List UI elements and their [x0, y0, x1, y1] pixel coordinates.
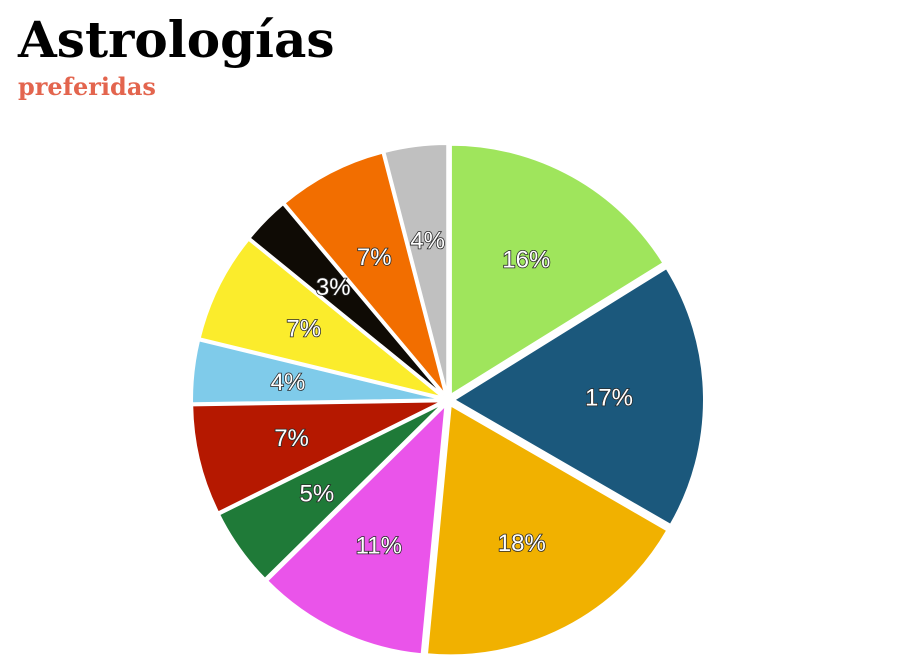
pie-slice [452, 266, 705, 527]
pie-slice [383, 143, 449, 395]
slice-label: 7% [357, 244, 392, 271]
slice-label: 17% [585, 384, 633, 411]
pie-slice [191, 400, 443, 514]
slice-label: 5% [300, 480, 335, 507]
slice-label: 3% [316, 274, 351, 301]
pie-labels: 16%17%18%11%5%7%4%7%3%7%4% [270, 226, 634, 560]
slice-label: 16% [502, 246, 550, 273]
slice-label: 4% [410, 227, 445, 254]
pie-slice [217, 402, 444, 581]
pie-slice [425, 403, 669, 657]
pie-slice [283, 151, 447, 396]
chart-subtitle: preferidas [18, 72, 156, 101]
pie-slices [191, 143, 705, 657]
slice-label: 4% [271, 369, 306, 396]
pie-slice [248, 202, 445, 397]
slice-label: 11% [356, 532, 402, 559]
chart-title: Astrologías [18, 10, 335, 69]
pie-slice [191, 339, 443, 405]
slice-label: 7% [286, 316, 321, 343]
pie-slice [198, 238, 444, 399]
slice-label: 7% [274, 425, 309, 452]
pie-slice [449, 143, 665, 397]
pie-slice [265, 402, 447, 656]
slice-label: 18% [498, 530, 546, 557]
